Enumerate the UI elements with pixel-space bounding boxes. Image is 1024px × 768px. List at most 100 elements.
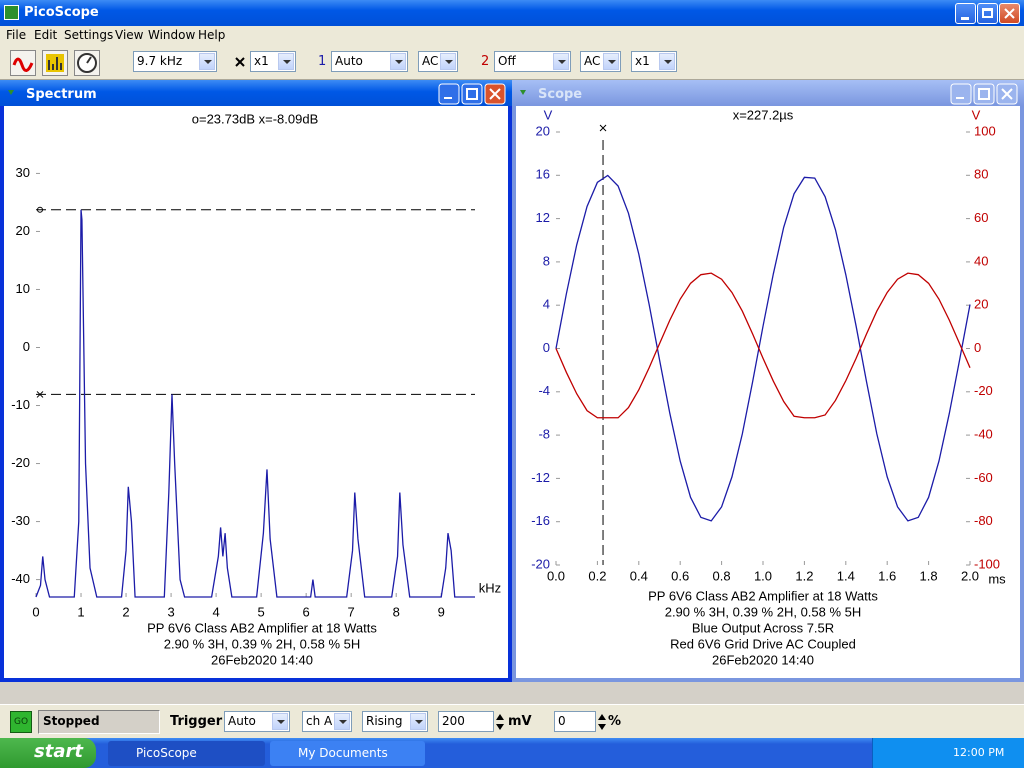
trigger-label: Trigger [170, 714, 223, 729]
select-value: AC [422, 54, 439, 68]
ch2-multiplier-select[interactable]: x1 [631, 51, 677, 72]
ch2-range-select[interactable]: Off [494, 51, 571, 72]
task-button[interactable]: PicoScope [108, 741, 265, 766]
dropdown-arrow[interactable] [278, 53, 294, 70]
dropdown-arrow[interactable] [553, 53, 569, 70]
dropdown-arrow[interactable] [272, 713, 288, 730]
y-tick-label: -12 [531, 470, 550, 485]
ch1-range-select[interactable]: Auto [331, 51, 408, 72]
multiplier-select[interactable]: x1 [250, 51, 296, 72]
dropdown-arrow[interactable] [440, 53, 456, 70]
spectrum-tool[interactable] [42, 50, 68, 76]
task-button[interactable]: My Documents [270, 741, 425, 766]
select-value: x1 [635, 54, 650, 68]
trigger-mode-select[interactable]: Auto [224, 711, 290, 732]
toolbar: 9.7 kHz x1 1 Auto AC 2 Off AC x1 [0, 46, 1024, 80]
x-tick-label: 9 [438, 604, 445, 619]
trigger-channel-select[interactable]: ch A [302, 711, 352, 732]
dropdown-arrow[interactable] [390, 53, 406, 70]
x-tick-label: 0 [32, 604, 39, 619]
minimize-button[interactable] [950, 83, 972, 105]
x-tick-label: 0.6 [671, 568, 689, 583]
x-tick-label: 1.8 [920, 568, 938, 583]
x-tick-label: 0.8 [713, 568, 731, 583]
minimize-button[interactable] [438, 83, 460, 105]
y-tick-label: -10 [11, 397, 30, 412]
menu-item[interactable]: Help [198, 28, 226, 42]
status-bar: GO Stopped Trigger Auto ch A Rising 200 … [0, 704, 1024, 738]
menu-item[interactable]: Settings [64, 28, 114, 42]
y2-tick-label: 0 [974, 340, 981, 355]
y-tick-label: 30 [16, 165, 30, 180]
delay-unit: % [608, 714, 622, 729]
y-tick-label: 0 [543, 340, 550, 355]
scope-chart: x=227.2µs201612840-4-8-12-16-20100806040… [531, 107, 1006, 667]
menu-item[interactable]: Edit [34, 28, 58, 42]
window-buttons [8, 83, 1018, 105]
delay-input[interactable]: 0 [554, 711, 596, 732]
x-tick-label: 0.4 [630, 568, 648, 583]
window-titlebar: Scope [512, 80, 1024, 106]
channel-label: 2 [481, 54, 490, 69]
multiplier-icon [235, 57, 245, 67]
y-tick-label: -20 [531, 556, 550, 571]
x-unit: kHz [479, 580, 501, 595]
x-tick-label: 2.0 [961, 568, 979, 583]
y-tick-label: -20 [11, 455, 30, 470]
y2-tick-label: 80 [974, 167, 988, 182]
x-tick-label: 1 [77, 604, 84, 619]
spectrum-buttons [438, 83, 506, 105]
menu-item[interactable]: File [6, 28, 27, 42]
minimize-button[interactable] [955, 3, 976, 24]
spinner[interactable] [494, 711, 506, 733]
cursor-readout: o=23.73dB x=-8.09dB [192, 111, 319, 126]
trigger-edge-select[interactable]: Rising [362, 711, 428, 732]
select-value: x1 [254, 54, 269, 68]
y2-tick-label: 40 [974, 253, 988, 268]
y2-tick-label: 100 [974, 123, 996, 138]
y-tick-label: 16 [536, 167, 550, 182]
menu-item[interactable]: View [115, 28, 144, 42]
caption: 2.90 % 3H, 0.39 % 2H, 0.58 % 5H [164, 636, 361, 651]
window-title: Spectrum [26, 87, 97, 102]
y2-axis-label: V [972, 107, 981, 122]
clock: 12:00 PM [953, 746, 1005, 759]
go-button[interactable]: GO [10, 711, 32, 733]
maximize-button[interactable] [973, 83, 995, 105]
dropdown-arrow[interactable] [199, 53, 215, 70]
maximize-button[interactable] [461, 83, 483, 105]
x-tick-label: 7 [348, 604, 355, 619]
start-button[interactable]: start [0, 738, 96, 768]
meter-tool[interactable] [74, 50, 100, 76]
y2-tick-label: -100 [974, 556, 1000, 571]
menu-item[interactable]: Window [148, 28, 196, 42]
level-unit: mV [508, 714, 532, 729]
app-titlebar: PicoScope [0, 0, 1024, 26]
y-tick-label: -40 [11, 571, 30, 586]
ch1-coupling-select[interactable]: AC [418, 51, 458, 72]
dropdown-arrow[interactable] [659, 53, 675, 70]
dropdown-arrow[interactable] [410, 713, 426, 730]
y-tick-label: -4 [538, 383, 550, 398]
state-text: Stopped [43, 714, 100, 728]
app-title: PicoScope [24, 5, 99, 20]
dropdown-arrow[interactable] [334, 713, 350, 730]
trigger-level-input[interactable]: 200 [438, 711, 494, 732]
restore-button[interactable] [977, 3, 998, 24]
input-value: 0 [558, 714, 566, 728]
y-axis-label: V [544, 107, 553, 122]
spectrum-chart: o=23.73dB x=-8.09dB 30 20 10 0 -10 -20 -30 -40 0 1… [11, 111, 501, 667]
x-tick-label: 1.6 [878, 568, 896, 583]
cursor-marker [36, 391, 44, 398]
x-tick-label: 1.2 [795, 568, 813, 583]
ch2-coupling-select[interactable]: AC [580, 51, 621, 72]
mdi-gap [0, 682, 1024, 704]
scope-tool[interactable] [10, 50, 36, 76]
spinner[interactable] [596, 711, 608, 733]
dropdown-arrow[interactable] [603, 53, 619, 70]
frequency-select[interactable]: 9.7 kHz [133, 51, 217, 72]
x-tick-label: 2 [122, 604, 129, 619]
x-tick-label: 8 [393, 604, 400, 619]
system-tray: 12:00 PM [872, 738, 1024, 768]
close-button[interactable] [999, 3, 1020, 24]
